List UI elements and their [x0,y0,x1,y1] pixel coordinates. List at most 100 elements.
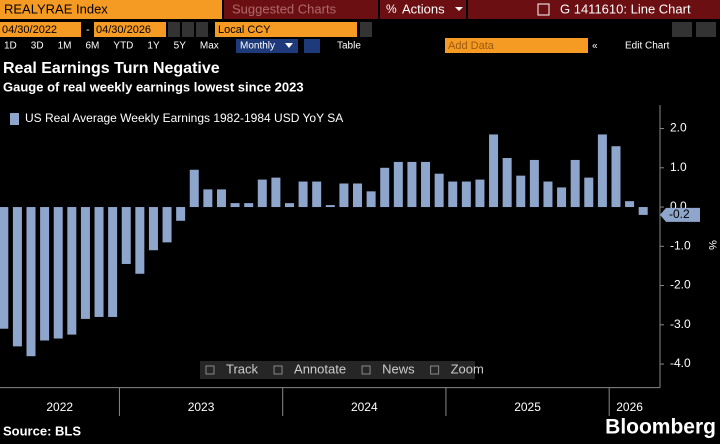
suggested-button[interactable] [224,0,378,19]
bar [53,207,63,339]
bar [148,207,158,251]
end-date-field[interactable] [94,22,166,37]
period-button[interactable]: 1M [58,41,72,52]
bar [393,161,403,208]
chart-id: G 1411610: Line Chart [560,1,691,16]
bar [448,181,458,208]
redo-button[interactable] [696,22,716,37]
bar [67,207,77,335]
currency-dropdown[interactable] [360,22,372,37]
y-tick-label: -3.0 [670,317,691,331]
bar [203,189,213,208]
actions-button[interactable] [380,0,466,19]
export-icon[interactable] [537,3,550,16]
bar [611,146,621,208]
next-button[interactable] [182,22,194,37]
bar [244,203,254,208]
period-button[interactable]: 6M [86,41,100,52]
date-sep: - [86,24,90,36]
chart-tools-bar [200,361,475,379]
x-tick-label: 2025 [514,400,541,414]
chart-subtitle: Gauge of real weekly earnings lowest sin… [3,79,304,94]
add-data-field[interactable] [445,38,588,53]
tool-icon [273,365,283,375]
x-tick-label: 2022 [46,400,73,414]
bar [638,207,648,215]
frequency: Monthly [240,41,275,52]
bar [176,207,186,221]
chart-tool[interactable]: Track [226,361,259,376]
bar [312,181,322,208]
tool-icon [361,365,371,375]
bar [475,179,485,208]
prev-button[interactable] [168,22,180,37]
undo-button[interactable] [672,22,692,37]
chart-tool[interactable]: Annotate [294,361,346,376]
chart-tool[interactable]: News [382,361,415,376]
bar [230,203,240,208]
bar [257,179,267,208]
calendar-button[interactable] [196,22,208,37]
add-data: Add Data [448,40,495,52]
y-tick-label: -2.0 [670,278,691,292]
bar [570,159,580,208]
period-button[interactable]: 3D [31,41,44,52]
bar [557,187,567,208]
bar [434,173,444,208]
chart-tools: Track Annotate News Zoom [205,361,484,376]
chart-id-bar [468,0,720,19]
dropdown-arrow [285,43,293,48]
tool-icon [430,365,440,375]
tool-icon [205,365,215,375]
legend-entry: US Real Average Weekly Earnings 1982-198… [25,111,343,125]
bar [543,181,553,208]
bar [162,207,172,243]
bar [26,207,36,357]
start-date-field[interactable] [0,22,81,37]
end-date: 04/30/2026 [96,24,151,36]
currency-field[interactable] [215,22,357,37]
y-tick-label: 1.0 [670,160,687,174]
bar [380,167,390,208]
edit-chart[interactable]: Edit Chart [625,41,670,52]
y-axis-label: % [706,240,718,250]
bar [271,177,281,208]
period-button[interactable]: Max [200,41,219,52]
bar [461,181,471,208]
bar [489,134,499,208]
source: Source: BLS [3,423,81,438]
bar [584,177,594,208]
bar [366,191,376,208]
period-button[interactable]: 5Y [174,41,187,52]
chart-type-icon[interactable] [304,39,320,53]
bar [189,169,199,208]
frequency-field[interactable] [236,39,298,53]
collapse-icon[interactable]: « [592,41,598,52]
bar [0,207,9,329]
period-button[interactable]: 1Y [147,41,160,52]
table[interactable]: Table [337,41,361,52]
bar [353,183,363,208]
security-field[interactable] [0,0,222,19]
last-value-label: -0.2 [669,207,690,221]
last-value-tag [660,207,700,222]
x-tick-label: 2026 [616,400,643,414]
bar [40,207,50,341]
period-button[interactable]: YTD [113,41,133,52]
bar [298,181,308,208]
brand: Bloomberg [605,416,716,439]
period-button[interactable]: 1D [4,41,17,52]
suggested: Suggested Charts [232,1,337,16]
chart-tool[interactable]: Zoom [451,361,484,376]
start-date: 04/30/2022 [2,24,57,36]
bar [421,161,431,208]
bar [407,161,417,208]
actions-icon: % [386,2,397,16]
y-tick-label: 2.0 [670,121,687,135]
period-buttons: 1D 3D 1M 6M YTD 1Y 5Y Max [4,41,219,52]
y-tick-label: -4.0 [670,356,691,370]
legend-swatch [10,113,19,125]
